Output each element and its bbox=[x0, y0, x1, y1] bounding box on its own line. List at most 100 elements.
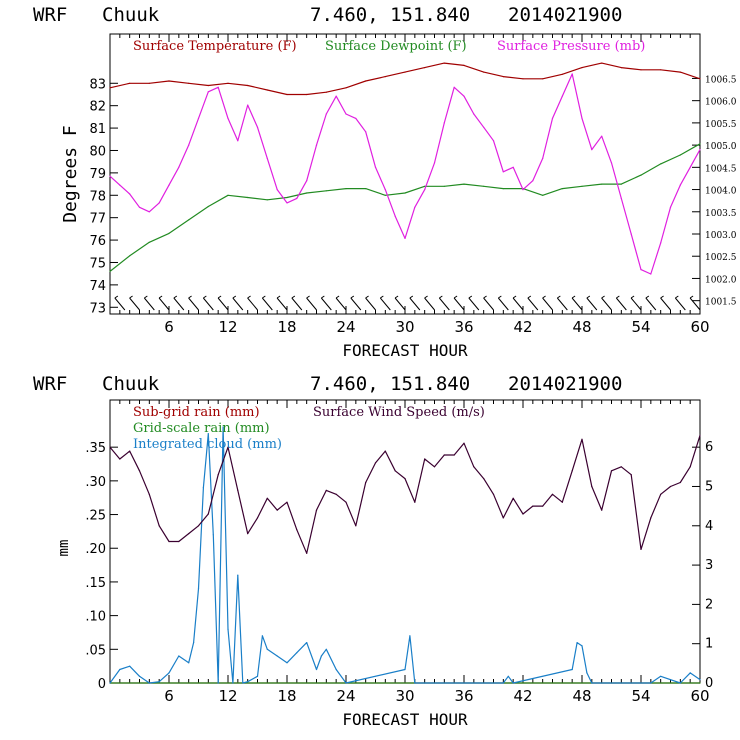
data-point bbox=[512, 497, 514, 499]
data-point bbox=[542, 157, 544, 159]
data-point bbox=[365, 188, 367, 190]
y2-tick-label: 2 bbox=[705, 597, 713, 612]
data-point bbox=[266, 157, 268, 159]
data-point bbox=[551, 493, 554, 495]
data-point bbox=[365, 131, 367, 133]
wind-barb-flag bbox=[498, 295, 502, 299]
data-point bbox=[315, 144, 318, 146]
data-point bbox=[660, 675, 662, 677]
data-point bbox=[325, 190, 327, 192]
wind-barb bbox=[571, 297, 583, 311]
y-tick-label: 81 bbox=[89, 122, 106, 137]
data-point bbox=[502, 682, 504, 684]
data-point bbox=[679, 154, 681, 156]
wind-barb-flag bbox=[439, 295, 443, 299]
data-point bbox=[561, 501, 563, 503]
data-point bbox=[453, 86, 455, 88]
data-point bbox=[188, 219, 190, 221]
data-point bbox=[256, 675, 259, 677]
wind-barb bbox=[586, 297, 598, 311]
data-point bbox=[404, 478, 406, 480]
data-point bbox=[119, 668, 121, 671]
wind-barb bbox=[645, 297, 657, 311]
data-point bbox=[178, 540, 180, 543]
wind-barb bbox=[483, 297, 494, 311]
y-tick-label: 76 bbox=[89, 234, 106, 249]
data-point bbox=[335, 668, 337, 671]
wind-barb-flag bbox=[409, 295, 414, 299]
wind-barb bbox=[143, 297, 155, 311]
y2-tick-label: 1005.0 bbox=[705, 142, 737, 152]
wind-barb-flag bbox=[527, 295, 532, 299]
legend-surface-temperature: Surface Temperature (F) bbox=[133, 39, 297, 54]
data-point bbox=[660, 242, 662, 244]
wind-barb-flag bbox=[114, 295, 119, 299]
data-point bbox=[463, 183, 465, 185]
data-point bbox=[414, 206, 416, 208]
top-y-axis: 73 74 75 76 77 78 79 80 81 82 83 bbox=[89, 77, 118, 316]
data-point bbox=[699, 682, 701, 684]
wind-barb bbox=[438, 297, 450, 311]
data-point bbox=[148, 241, 150, 243]
x-tick-label: 6 bbox=[164, 318, 174, 336]
data-point bbox=[424, 67, 426, 69]
wind-barb-flag bbox=[394, 295, 399, 299]
data-point bbox=[522, 189, 524, 191]
bottom-y-axis: 0 .05 .10 .15 .20 .25 .30 .35 bbox=[85, 441, 118, 692]
data-point bbox=[542, 505, 544, 507]
data-point bbox=[384, 76, 386, 78]
wind-barb bbox=[158, 297, 170, 311]
data-point bbox=[689, 672, 691, 674]
legend-surface-dewpoint: Surface Dewpoint (F) bbox=[325, 39, 467, 54]
data-point bbox=[325, 648, 327, 650]
data-point bbox=[197, 588, 200, 590]
data-point bbox=[650, 273, 652, 275]
top-station-label: Chuuk bbox=[102, 4, 160, 26]
data-point bbox=[296, 529, 298, 531]
data-point bbox=[689, 466, 691, 468]
data-point bbox=[129, 193, 131, 195]
wind-barb-flag bbox=[616, 295, 620, 299]
wind-barb bbox=[409, 297, 421, 311]
data-point bbox=[492, 493, 495, 495]
x-tick-label: 36 bbox=[454, 318, 473, 336]
wind-barb bbox=[497, 297, 509, 311]
data-point bbox=[207, 513, 209, 515]
data-point bbox=[473, 113, 475, 115]
y-tick-label: 78 bbox=[89, 189, 106, 204]
wind-barb-flag bbox=[129, 295, 133, 299]
bottom-coords-label: 7.460, 151.840 bbox=[310, 373, 470, 395]
data-point bbox=[610, 470, 613, 472]
data-point bbox=[188, 662, 190, 664]
x-tick-label: 60 bbox=[690, 687, 709, 705]
top-y2-axis: 1001.5 1002.0 1002.5 1003.0 1003.5 1004.0 1004… bbox=[692, 75, 737, 308]
data-point bbox=[335, 95, 337, 97]
data-point bbox=[512, 682, 514, 684]
data-point bbox=[207, 91, 209, 93]
wind-barb bbox=[173, 297, 185, 311]
data-point bbox=[394, 470, 396, 472]
top-x-axis-label: FORECAST HOUR bbox=[342, 341, 468, 360]
data-point bbox=[699, 434, 701, 436]
data-point bbox=[217, 682, 219, 684]
data-point bbox=[247, 84, 249, 87]
data-point bbox=[414, 501, 416, 503]
data-point bbox=[193, 642, 195, 644]
data-point bbox=[409, 635, 411, 637]
data-point bbox=[256, 126, 259, 128]
data-point bbox=[355, 525, 357, 527]
data-point bbox=[306, 552, 308, 554]
y-tick-label: .25 bbox=[85, 509, 106, 524]
wind-barb bbox=[424, 297, 435, 311]
data-point bbox=[404, 668, 406, 671]
legend-integrated-cloud: Integrated cloud (mm) bbox=[133, 437, 282, 452]
data-point bbox=[669, 206, 672, 208]
data-point bbox=[197, 525, 200, 527]
data-point bbox=[345, 501, 347, 503]
data-point bbox=[276, 509, 278, 511]
data-point bbox=[168, 672, 170, 674]
wind-barb bbox=[630, 297, 642, 311]
data-point bbox=[345, 87, 347, 89]
data-point bbox=[138, 675, 141, 677]
y2-tick-label: 4 bbox=[705, 519, 713, 534]
